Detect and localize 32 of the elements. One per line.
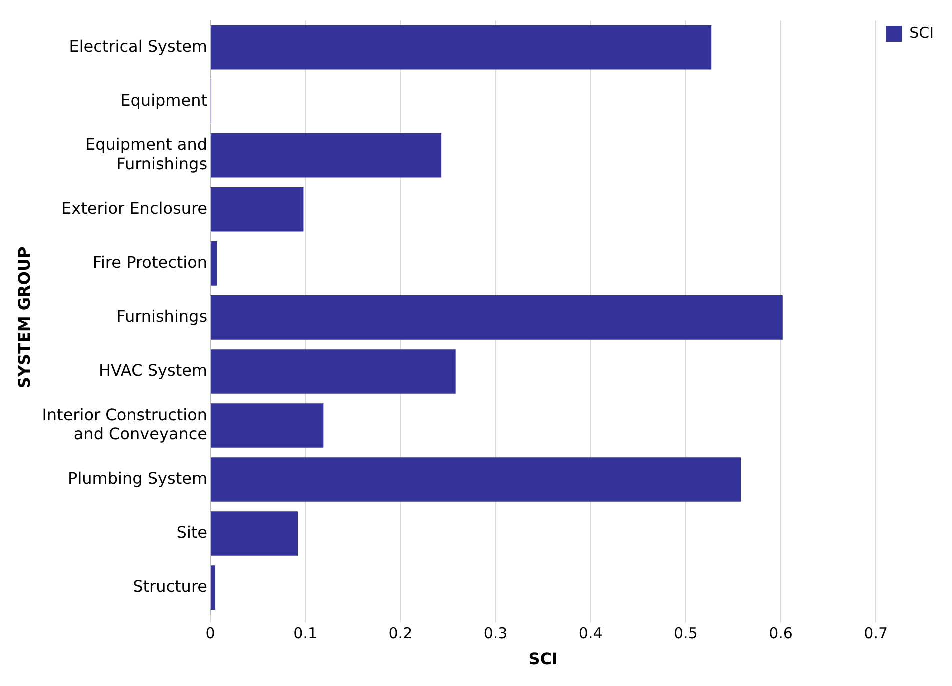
- bar: [211, 188, 304, 232]
- y-tick-label: Interior Construction and Conveyance: [42, 405, 208, 444]
- bar: [211, 350, 456, 394]
- bar: [211, 566, 216, 610]
- bar: [211, 242, 218, 286]
- y-tick-label: HVAC System: [98, 360, 208, 380]
- x-tick-label: 0.3: [484, 624, 508, 643]
- y-tick-label: Equipment: [120, 90, 208, 110]
- bar: [211, 512, 298, 556]
- legend-label: SCI: [910, 24, 934, 42]
- x-tick-label: 0.4: [578, 624, 603, 643]
- y-tick-label: Site: [176, 522, 208, 542]
- bar: [211, 404, 324, 448]
- y-tick-label: Exterior Enclosure: [62, 198, 208, 218]
- x-tick-label: 0.5: [674, 624, 698, 643]
- y-tick-label: Furnishings: [116, 306, 208, 326]
- y-tick-label: Electrical System: [69, 36, 208, 56]
- y-tick-label: Structure: [133, 576, 208, 596]
- x-tick-label: 0: [206, 624, 216, 643]
- bar: [211, 458, 742, 502]
- bar: [211, 25, 712, 70]
- x-axis-title: SCI: [528, 650, 558, 669]
- y-tick-label: Fire Protection: [92, 252, 208, 272]
- bar: [211, 134, 442, 178]
- x-tick-label: 0.2: [388, 624, 413, 643]
- x-tick-label: 0.6: [769, 624, 793, 643]
- y-tick-label: Plumbing System: [68, 468, 208, 488]
- x-tick-label: 0.1: [294, 624, 318, 643]
- y-axis-title: SYSTEM GROUP: [14, 246, 34, 389]
- bar: [211, 296, 783, 340]
- y-tick-label: Equipment and Furnishings: [85, 135, 208, 174]
- x-tick-label: 0.7: [864, 624, 888, 643]
